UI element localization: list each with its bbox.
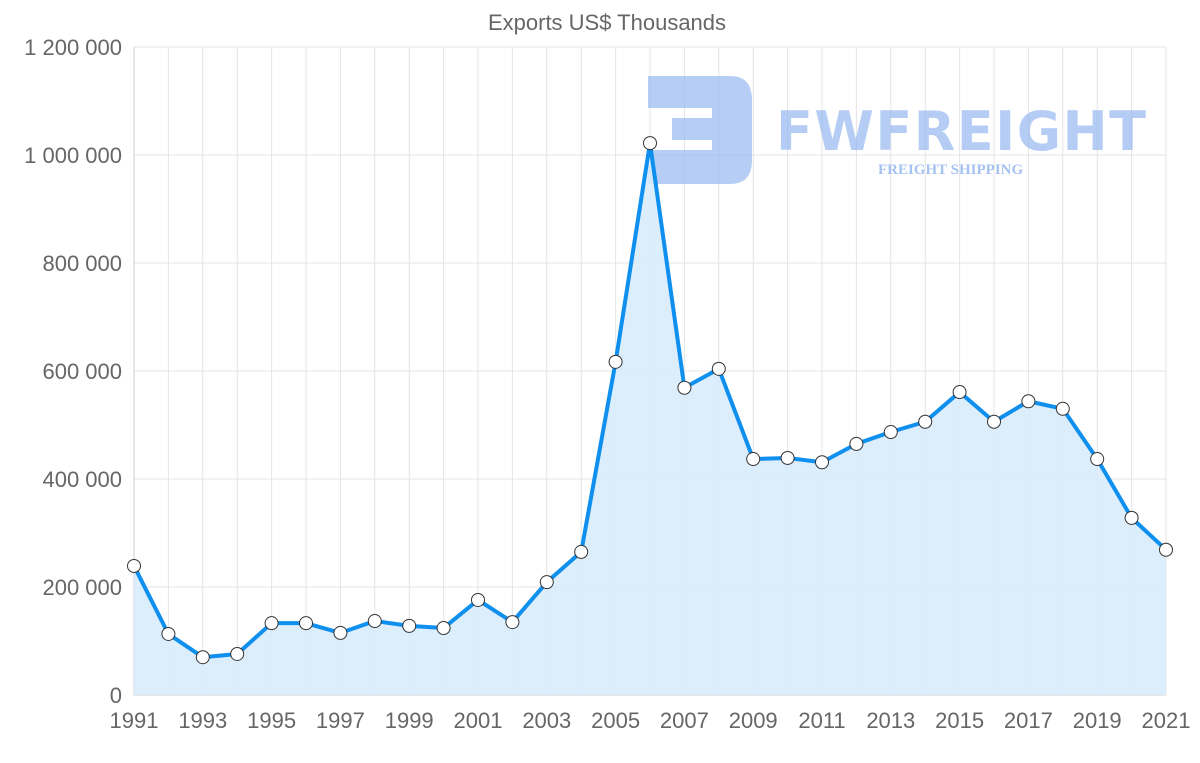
data-point: [677, 380, 692, 395]
y-tick-label: 0: [110, 683, 122, 708]
data-point: [746, 452, 761, 467]
x-tick-label: 1995: [247, 708, 296, 733]
data-point: [333, 625, 348, 640]
data-point: [127, 558, 141, 573]
data-point: [1055, 401, 1070, 416]
x-tick-label: 2017: [1004, 708, 1053, 733]
y-tick-label: 1 000 000: [24, 143, 122, 168]
data-point: [574, 544, 589, 559]
x-tick-label: 2021: [1142, 708, 1191, 733]
data-point: [608, 354, 623, 369]
data-point: [299, 616, 313, 631]
data-point: [1159, 542, 1173, 557]
data-point: [367, 614, 382, 629]
data-point: [539, 575, 554, 590]
data-point: [711, 361, 726, 376]
data-point: [436, 621, 451, 636]
x-tick-label: 2007: [660, 708, 709, 733]
data-point: [161, 626, 176, 641]
data-point: [195, 650, 210, 665]
x-tick-label: 1999: [385, 708, 434, 733]
x-tick-label: 2001: [454, 708, 503, 733]
data-point: [505, 615, 520, 630]
y-tick-label: 200 000: [42, 575, 122, 600]
x-tick-label: 1997: [316, 708, 365, 733]
data-point: [918, 414, 933, 429]
data-point: [264, 616, 279, 631]
data-point: [780, 450, 795, 465]
data-point: [1090, 452, 1105, 467]
data-point: [952, 385, 967, 400]
y-axis-ticks: 0 200 000 400 000 600 000 800 000 1 000 000 1 …: [24, 35, 122, 708]
data-point: [1021, 394, 1036, 409]
y-tick-label: 1 200 000: [24, 35, 122, 60]
x-tick-label: 1993: [178, 708, 227, 733]
y-tick-label: 600 000: [42, 359, 122, 384]
x-tick-label: 2005: [591, 708, 640, 733]
logo-mark-icon: [648, 76, 752, 184]
y-tick-label: 400 000: [42, 467, 122, 492]
x-axis-ticks: 1991 1993 1995 1997 1999 2001 2003 2005 2007 2009…: [110, 708, 1191, 733]
x-tick-label: 1991: [110, 708, 159, 733]
data-point: [987, 414, 1001, 429]
data-point: [1124, 510, 1139, 525]
x-tick-label: 2011: [798, 708, 845, 733]
watermark-tagline: FREIGHT SHIPPING: [878, 162, 1023, 178]
chart-title: Exports US$ Thousands: [488, 10, 726, 35]
watermark-brand: FWFREIGHT: [776, 100, 1146, 163]
x-tick-label: 2015: [935, 708, 984, 733]
area-fill: [134, 143, 1166, 695]
data-point: [471, 592, 485, 607]
data-point: [230, 646, 245, 661]
x-tick-label: 2013: [866, 708, 915, 733]
x-tick-label: 2003: [522, 708, 571, 733]
data-point: [883, 425, 898, 440]
plot-area: [127, 136, 1173, 695]
data-point: [849, 436, 864, 451]
data-point: [815, 455, 829, 470]
x-tick-label: 2009: [729, 708, 778, 733]
y-tick-label: 800 000: [42, 251, 122, 276]
watermark-logo: FWFREIGHT FREIGHT SHIPPING: [648, 76, 1146, 184]
data-point: [402, 618, 417, 633]
data-point: [643, 136, 657, 151]
x-tick-label: 2019: [1073, 708, 1122, 733]
